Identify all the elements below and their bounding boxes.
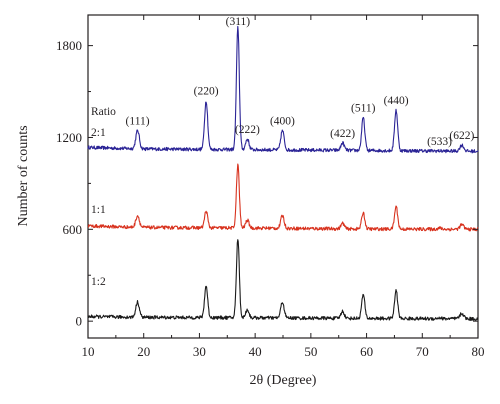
series-group (87, 25, 479, 321)
ratio-title: Ratio (91, 106, 116, 118)
y-tick-label: 1800 (56, 38, 82, 53)
series-line-1-1 (87, 163, 479, 232)
peak-label: (440) (384, 95, 409, 107)
y-tick-label: 600 (63, 222, 83, 237)
series-line-2-1 (87, 25, 479, 154)
x-tick-label: 80 (472, 344, 485, 359)
x-tick-label: 50 (304, 344, 317, 359)
peak-label: (311) (226, 16, 251, 28)
x-tick-label: 10 (82, 344, 95, 359)
y-tick-label: 1200 (56, 130, 82, 145)
series-line-1-2 (87, 239, 479, 321)
x-tick-label: 60 (360, 344, 373, 359)
peak-label: (622) (449, 130, 474, 142)
series-label-1-1: 1:1 (91, 204, 106, 216)
peak-label: (533) (427, 136, 452, 148)
x-tick-label: 20 (137, 344, 150, 359)
y-tick-label: 0 (76, 314, 83, 329)
x-tick-label: 70 (416, 344, 429, 359)
x-tick-label: 40 (249, 344, 262, 359)
series-label-2-1: 2:1 (91, 127, 106, 139)
peak-label: (220) (194, 86, 219, 98)
peak-label: (400) (270, 116, 295, 128)
plot-frame (87, 14, 479, 339)
ticks-group: 10 20 30 40 50 60 70 80 0 600 1200 1800 (56, 15, 485, 359)
x-tick-label: 30 (193, 344, 206, 359)
peak-label: (111) (126, 116, 150, 128)
peak-label: (422) (330, 128, 355, 140)
x-axis-title: 2θ (Degree) (250, 373, 317, 388)
series-label-1-2: 1:2 (91, 276, 106, 288)
peak-label: (222) (235, 124, 260, 136)
annotation-group: Ratio 2:1 1:1 1:2 (111) (220) (311) (222) (4… (91, 16, 474, 288)
peak-label: (511) (351, 103, 376, 115)
y-axis-title: Number of counts (16, 125, 31, 226)
